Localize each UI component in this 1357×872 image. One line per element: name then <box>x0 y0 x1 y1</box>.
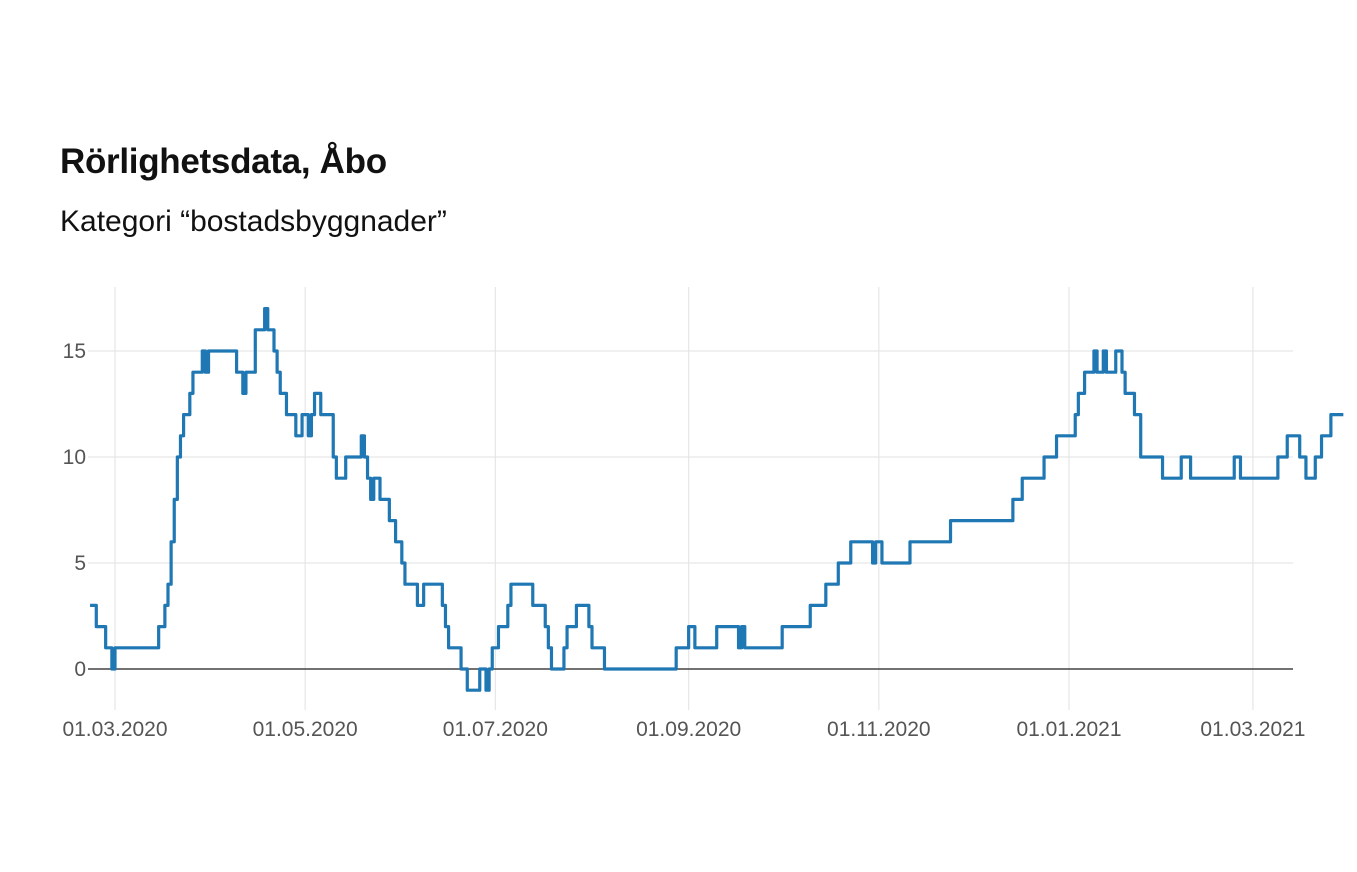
x-tick-label: 01.07.2020 <box>443 718 548 741</box>
horizontal-gridlines <box>88 350 1293 670</box>
y-tick-label: 0 <box>74 658 86 681</box>
y-axis-tick-labels: 0 5 10 15 <box>63 340 86 681</box>
x-axis-tick-labels: 01.03.2020 01.05.2020 01.07.2020 01.09.2020… <box>62 718 1305 741</box>
series-line-bostadsbyggnader <box>90 307 1344 692</box>
series-group <box>90 307 1344 692</box>
x-tick-label: 01.03.2020 <box>62 718 167 741</box>
x-tick-label: 01.09.2020 <box>636 718 741 741</box>
x-tick-label: 01.11.2020 <box>827 718 931 741</box>
y-tick-label: 5 <box>74 552 86 575</box>
chart-title: Rörlighetsdata, Åbo <box>60 142 387 181</box>
y-tick-label: 15 <box>63 340 86 363</box>
x-tick-label: 01.01.2021 <box>1016 718 1121 741</box>
chart-subtitle: Kategori “bostadsbyggnader” <box>60 205 447 238</box>
y-tick-label: 10 <box>63 446 86 469</box>
x-tick-label: 01.05.2020 <box>253 718 358 741</box>
x-tick-label: 01.03.2021 <box>1200 718 1305 741</box>
